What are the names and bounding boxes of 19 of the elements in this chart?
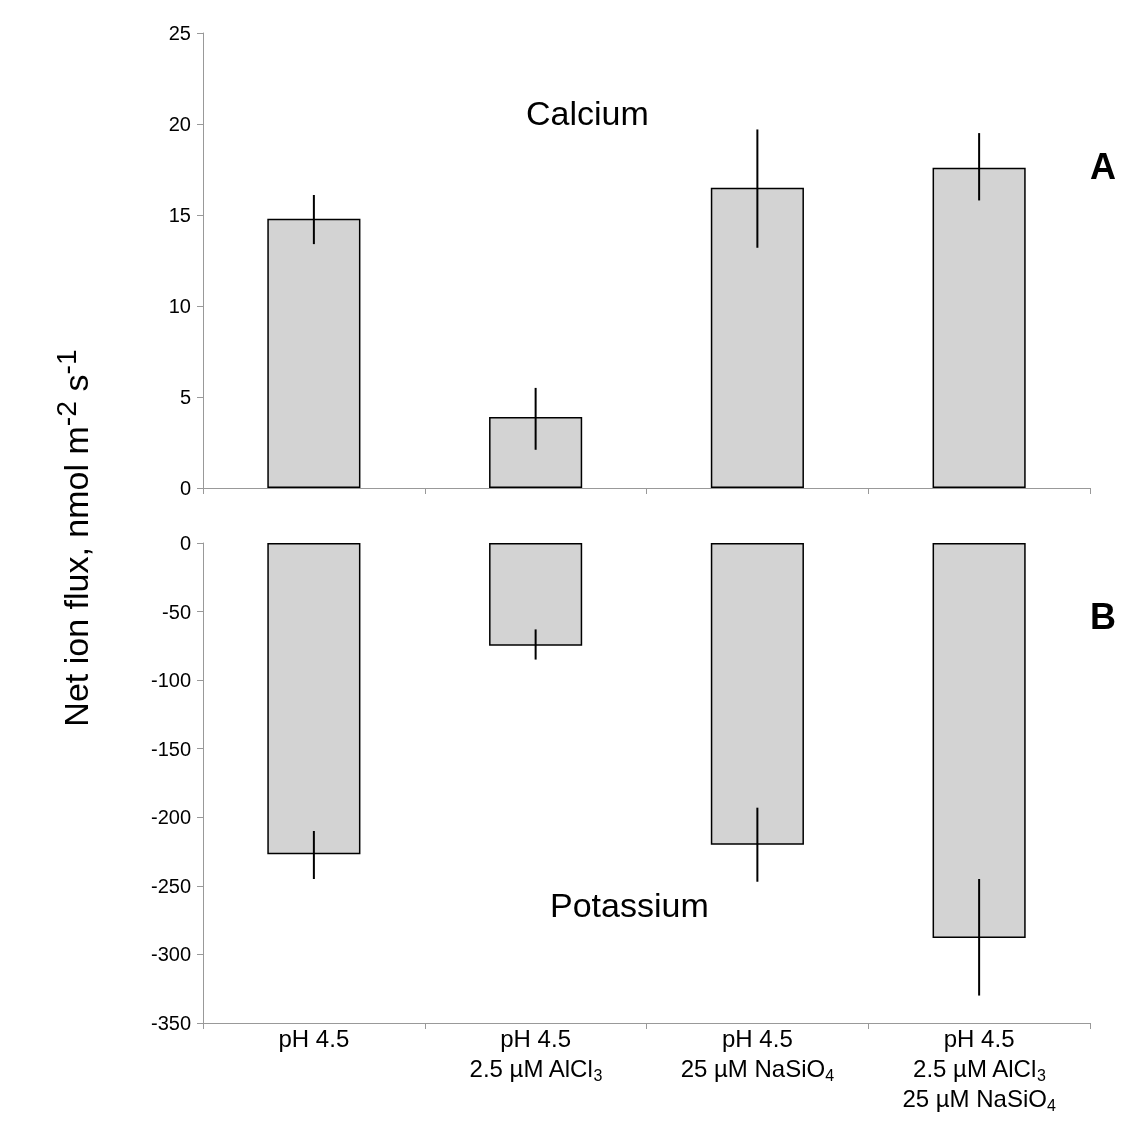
y-tick-label: -200 [150,806,191,829]
annotation: Potassium [550,886,709,924]
y-tick-label: -100 [150,669,191,692]
y-tick-label: -300 [150,943,191,966]
annotation: A [1090,145,1116,187]
annotation: B [1090,595,1116,637]
x-tick-label: pH 4.5 [278,1024,350,1052]
y-tick-label: -250 [150,874,191,897]
y-tick-label: -150 [150,737,191,760]
y-tick-label: 0 [179,532,191,554]
y-tick-label: 25 [168,22,191,44]
y-tick-label: -350 [150,1012,191,1034]
annotation: Calcium [526,94,649,132]
y-tick-label: 5 [179,386,191,408]
y-tick-label: 10 [168,295,191,317]
y-tick-label: 20 [168,113,191,135]
y-tick-label: -50 [162,600,191,623]
y-tick-label: 15 [168,204,191,226]
y-tick-label: 0 [179,477,191,499]
